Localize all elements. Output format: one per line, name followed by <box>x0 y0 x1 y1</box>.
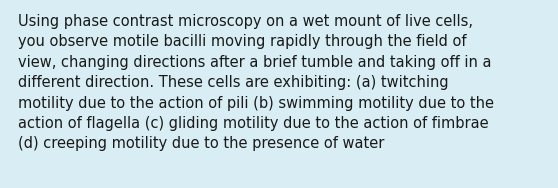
Text: Using phase contrast microscopy on a wet mount of live cells,
you observe motile: Using phase contrast microscopy on a wet… <box>18 14 494 151</box>
